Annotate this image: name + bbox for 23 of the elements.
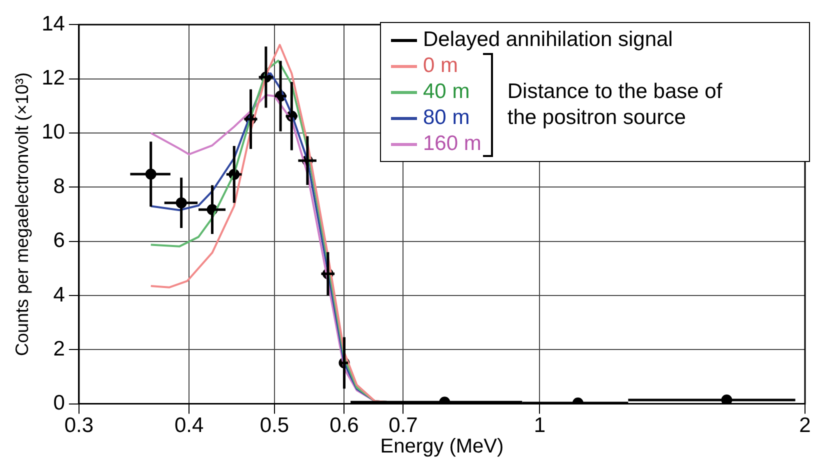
y-tick-label: 8	[53, 174, 65, 198]
legend-title: Distance to the base of the positron source	[507, 79, 724, 131]
y-tick-label: 10	[42, 120, 65, 144]
legend-label: 80 m	[423, 106, 470, 130]
y-tick-label: 14	[42, 12, 66, 36]
y-tick-label: 12	[42, 66, 65, 90]
legend-label: 160 m	[423, 132, 482, 156]
y-tick-label: 2	[53, 337, 65, 360]
legend-label: 0 m	[423, 54, 458, 78]
legend-label: Delayed annihilation signal	[423, 28, 673, 52]
x-tick-label: 0.4	[174, 414, 204, 438]
y-tick-label: 6	[53, 229, 65, 252]
x-tick-label: 0.5	[260, 414, 290, 438]
y-tick-label: 4	[53, 283, 66, 306]
y-tick-label: 0	[53, 392, 65, 415]
x-tick-label: 0.6	[330, 414, 359, 438]
x-tick-label: 0.3	[64, 414, 94, 438]
y-axis-title: Counts per megaelectronvolt (×10³)	[12, 72, 32, 356]
x-tick-label: 0.7	[388, 414, 418, 438]
x-axis-title: Energy (MeV)	[380, 436, 504, 458]
x-tick-label: 1	[534, 414, 546, 438]
x-tick-label: 2	[799, 414, 811, 438]
legend-label: 40 m	[423, 80, 470, 104]
